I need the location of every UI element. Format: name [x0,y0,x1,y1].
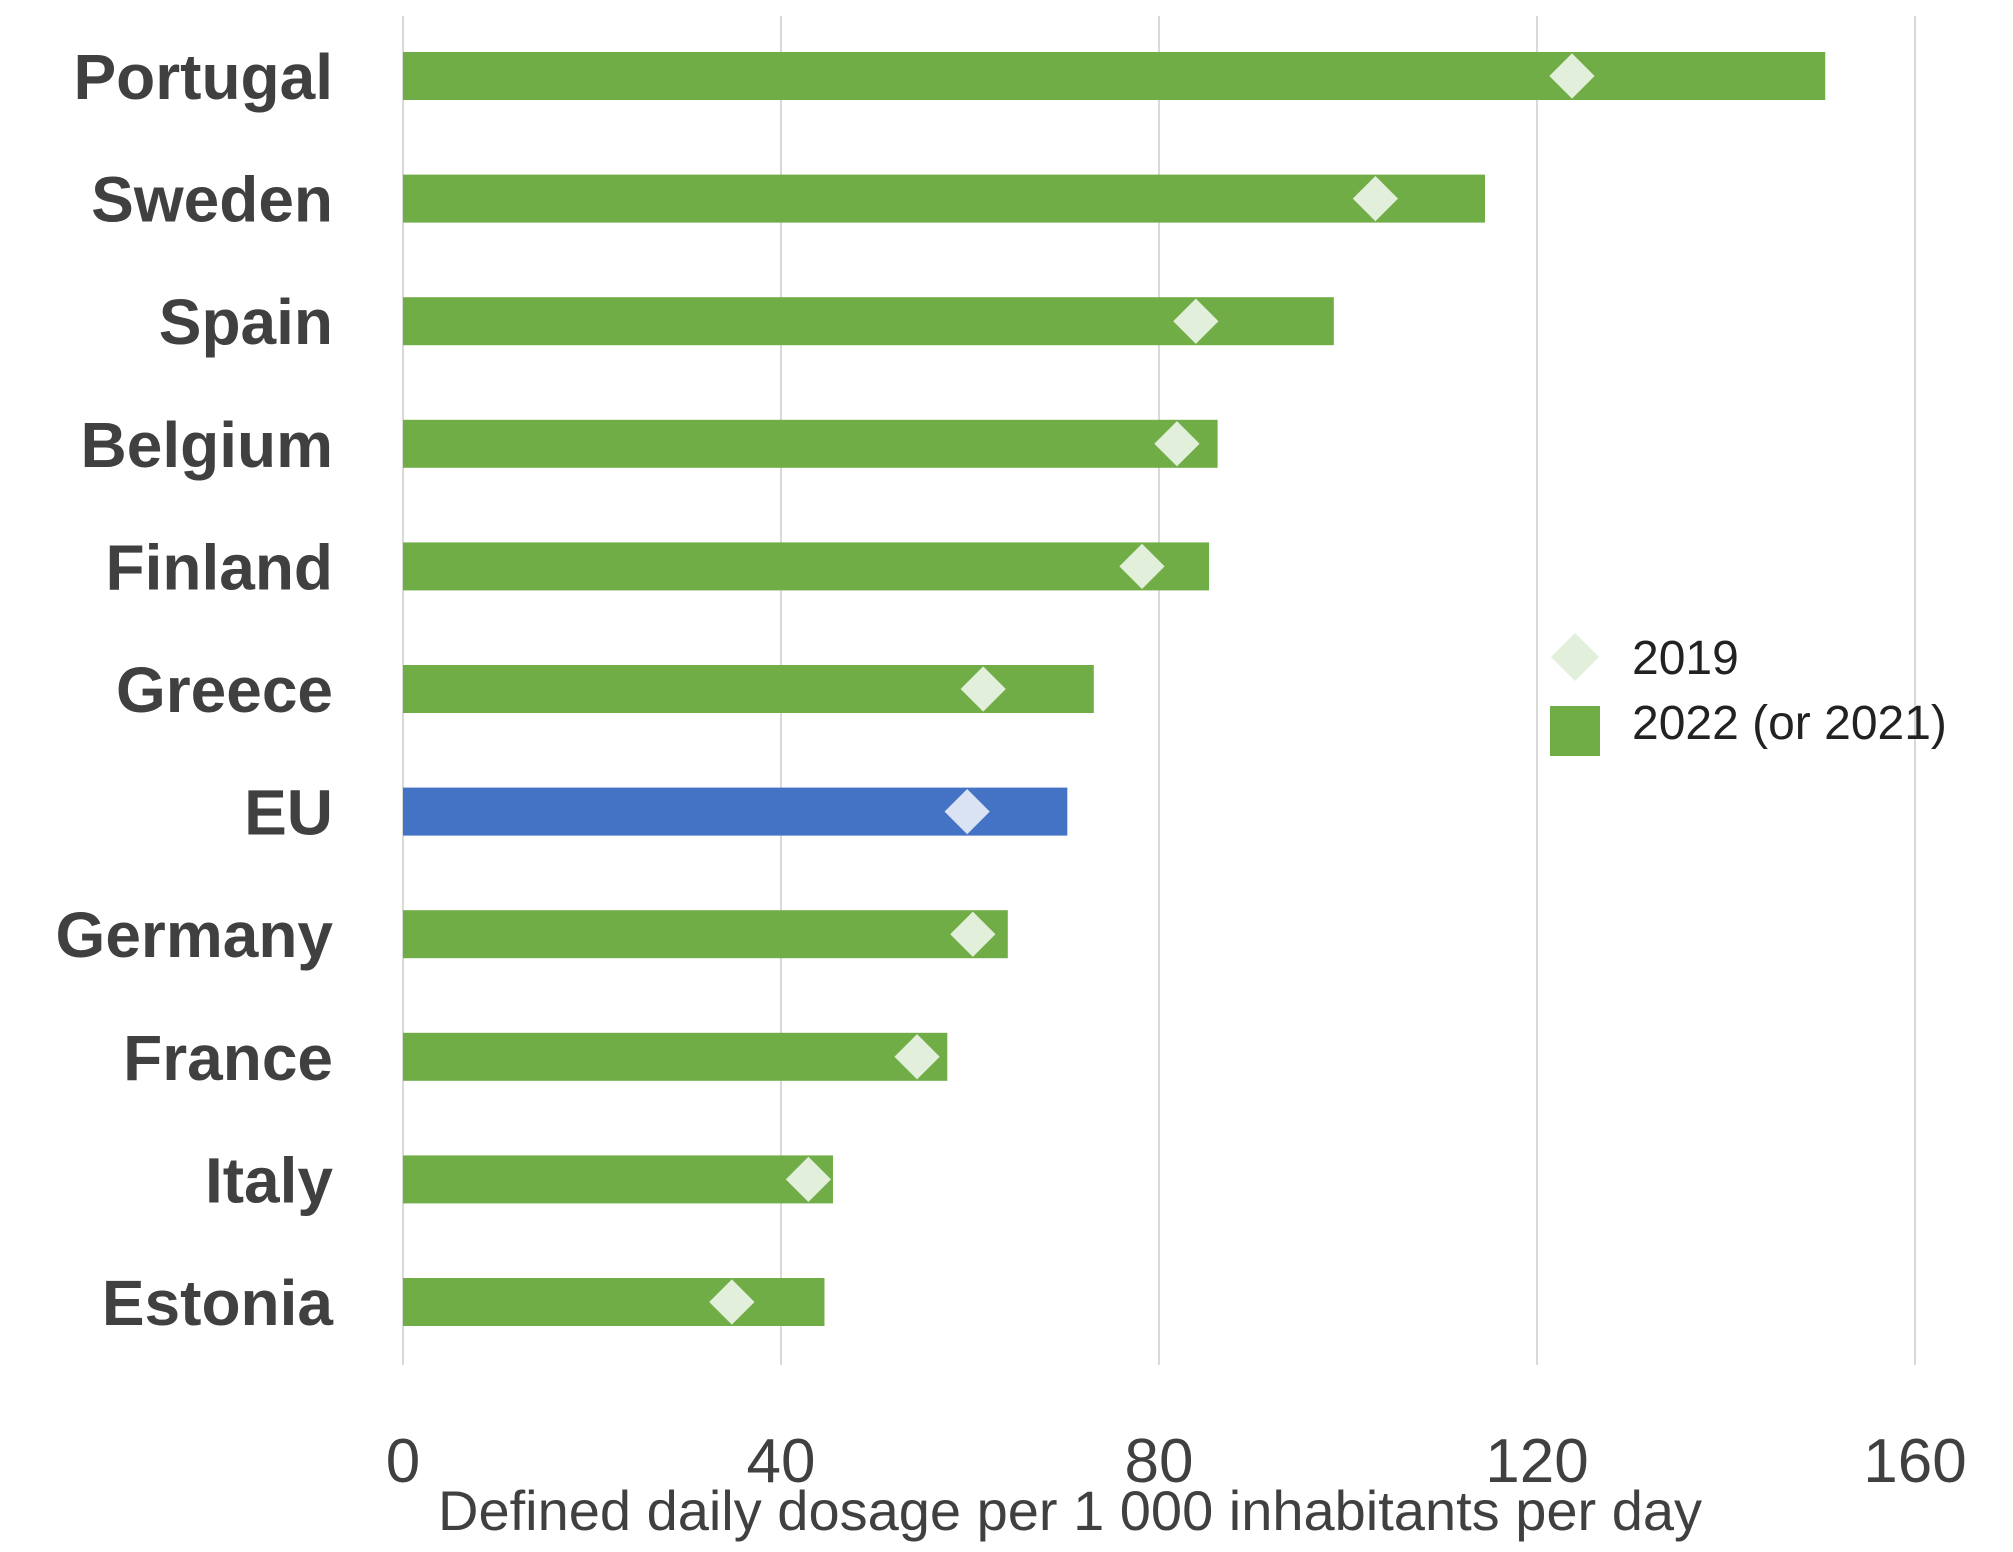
marker-2019-estonia [709,1279,755,1325]
category-label-germany: Germany [56,899,334,971]
bar-france [403,1032,948,1081]
marker-2019-finland [1119,543,1165,590]
category-label-italy: Italy [205,1144,333,1216]
category-label-france: France [123,1022,333,1094]
marker-2019-eu [944,788,990,835]
category-label-portugal: Portugal [73,41,333,113]
bars [403,52,1826,1326]
markers-2019 [709,53,1595,1325]
x-tick-120: 120 [1485,1427,1588,1496]
category-label-sweden: Sweden [91,164,333,236]
legend-label-2019: 2019 [1632,632,1739,685]
bar-finland [403,542,1210,591]
x-tick-80: 80 [1125,1427,1194,1496]
bar-italy [403,1155,833,1204]
gridlines [402,16,1916,1365]
category-labels: Portugal Sweden Spain Belgium Finland Greece E… [56,41,334,1339]
x-tick-40: 40 [747,1427,816,1496]
bar-germany [403,910,1008,959]
legend-swatch-2022 [1550,706,1600,756]
marker-2019-germany [950,911,996,957]
category-label-belgium: Belgium [81,409,333,481]
legend-label-2022: 2022 (or 2021) [1632,697,1947,750]
bar-estonia [403,1278,825,1326]
marker-2019-france [894,1034,940,1080]
marker-2019-sweden [1352,175,1399,222]
marker-2019-italy [785,1156,832,1203]
x-tick-0: 0 [386,1427,420,1496]
category-label-greece: Greece [116,654,333,726]
category-label-eu: EU [244,777,333,849]
legend-marker-2019 [1550,632,1600,682]
bar-belgium [403,419,1218,468]
x-axis-title: Defined daily dosage per 1 000 inhabitan… [438,1479,1702,1542]
category-label-finland: Finland [105,531,333,603]
x-tick-160: 160 [1863,1427,1966,1496]
bar-sweden [403,174,1486,223]
category-label-spain: Spain [159,286,333,358]
x-tick-labels: 0 40 80 120 160 [386,1427,1967,1496]
category-label-estonia: Estonia [102,1267,334,1339]
legend: 2019 2022 (or 2021) [1550,632,1947,756]
bar-portugal [403,52,1826,100]
marker-2019-greece [960,666,1006,712]
